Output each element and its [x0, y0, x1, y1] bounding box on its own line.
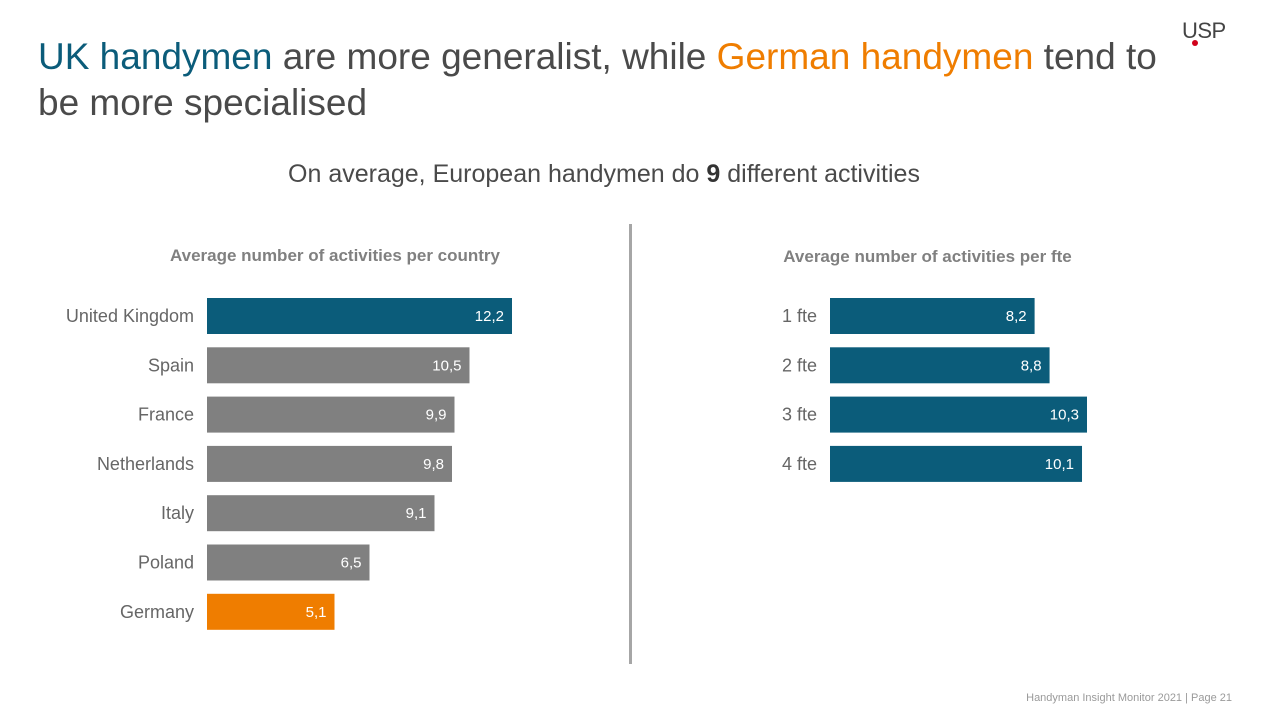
logo-dot-icon [1192, 40, 1198, 46]
value-label-netherlands: 9,8 [423, 456, 444, 473]
chart-title-country: Average number of activities per country [169, 246, 501, 265]
title-text-end: tend to be more specialised [38, 36, 1157, 123]
bar-france [207, 396, 455, 433]
category-label-italy: Italy [161, 503, 194, 523]
value-label-united-kingdom: 12,2 [475, 308, 504, 325]
bar-1-fte [830, 298, 1035, 334]
value-label-4-fte: 10,1 [1045, 456, 1074, 473]
category-label-4-fte: 4 fte [782, 454, 817, 474]
subtitle-number: 9 [706, 160, 721, 188]
bar-spain [207, 347, 470, 384]
bar-poland [207, 544, 370, 581]
country-bar-chart: United Kingdom 12,2 Spain 10,5 France 9,9 Neth… [66, 298, 512, 630]
category-label-poland: Poland [138, 553, 194, 573]
logo-text: USP [1182, 18, 1226, 43]
value-label-3-fte: 10,3 [1050, 407, 1079, 424]
category-label-2-fte: 2 fte [782, 355, 817, 375]
slide-subtitle: On average, European handymen do 9 diffe… [0, 160, 1208, 189]
chart-divider [629, 224, 632, 664]
fte-bar-chart: 1 fte 8,2 2 fte 8,8 3 fte 10,3 4 fte 10,1 [782, 298, 1087, 482]
category-label-germany: Germany [120, 602, 194, 622]
value-label-france: 9,9 [426, 407, 447, 424]
bar-4-fte [830, 445, 1083, 482]
subtitle-before: On average, European handymen do [288, 160, 707, 188]
chart-title-fte: Average number of activities per fte [783, 247, 1072, 266]
value-label-italy: 9,1 [406, 505, 427, 522]
value-label-2-fte: 8,8 [1021, 357, 1042, 374]
bar-2-fte [830, 347, 1050, 384]
value-label-poland: 6,5 [341, 555, 362, 572]
bar-italy [207, 495, 435, 532]
category-label-united-kingdom: United Kingdom [66, 306, 194, 326]
title-highlight-uk: UK handymen [38, 36, 273, 77]
title-highlight-germany: German handymen [716, 36, 1034, 77]
bar-netherlands [207, 445, 452, 482]
category-label-3-fte: 3 fte [782, 405, 817, 425]
usp-logo: USP [1182, 18, 1226, 46]
bar-3-fte [830, 396, 1087, 433]
value-label-germany: 5,1 [306, 604, 327, 621]
page-footer: Handyman Insight Monitor 2021 | Page 21 [1026, 692, 1232, 704]
category-label-netherlands: Netherlands [97, 454, 194, 474]
category-label-france: France [138, 405, 194, 425]
category-label-spain: Spain [148, 355, 194, 375]
value-label-spain: 10,5 [432, 357, 461, 374]
title-text-middle: are more generalist, while [272, 36, 717, 77]
slide-title: UK handymen are more generalist, while G… [38, 34, 1188, 126]
bar-germany [207, 593, 335, 630]
category-label-1-fte: 1 fte [782, 306, 817, 326]
subtitle-after: different activities [720, 160, 920, 188]
value-label-1-fte: 8,2 [1006, 308, 1027, 325]
bar-united-kingdom [207, 298, 512, 334]
